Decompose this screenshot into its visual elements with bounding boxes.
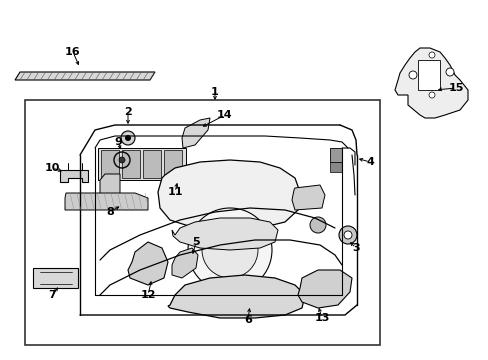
Circle shape xyxy=(121,131,135,145)
Polygon shape xyxy=(128,242,168,285)
Text: 4: 4 xyxy=(366,157,373,167)
Text: 9: 9 xyxy=(114,137,122,147)
Circle shape xyxy=(125,135,131,141)
Text: 3: 3 xyxy=(351,243,359,253)
Text: 1: 1 xyxy=(211,87,219,97)
Polygon shape xyxy=(291,185,325,210)
Bar xyxy=(25,100,379,345)
Polygon shape xyxy=(163,150,182,178)
Circle shape xyxy=(343,231,351,239)
Polygon shape xyxy=(172,218,278,250)
Polygon shape xyxy=(142,150,161,178)
Text: 2: 2 xyxy=(124,107,132,117)
Text: 15: 15 xyxy=(447,83,463,93)
Text: 8: 8 xyxy=(106,207,114,217)
Polygon shape xyxy=(417,60,439,90)
Polygon shape xyxy=(101,150,119,178)
Circle shape xyxy=(119,157,125,163)
Circle shape xyxy=(187,208,271,292)
Text: 13: 13 xyxy=(314,313,329,323)
Polygon shape xyxy=(100,174,120,200)
Text: 7: 7 xyxy=(48,290,56,300)
Polygon shape xyxy=(394,48,467,118)
Circle shape xyxy=(309,217,325,233)
Polygon shape xyxy=(168,275,305,318)
Polygon shape xyxy=(122,150,140,178)
Circle shape xyxy=(202,222,258,278)
Circle shape xyxy=(408,71,416,79)
Polygon shape xyxy=(98,148,185,180)
Polygon shape xyxy=(182,118,209,148)
Polygon shape xyxy=(172,248,198,278)
Circle shape xyxy=(428,92,434,98)
Polygon shape xyxy=(329,148,341,162)
Text: 6: 6 xyxy=(244,315,251,325)
Text: 14: 14 xyxy=(217,110,232,120)
Polygon shape xyxy=(60,170,88,182)
Polygon shape xyxy=(158,160,299,230)
Circle shape xyxy=(428,52,434,58)
Text: 10: 10 xyxy=(44,163,60,173)
Text: 11: 11 xyxy=(167,187,183,197)
Circle shape xyxy=(338,226,356,244)
Polygon shape xyxy=(329,162,341,172)
Text: 12: 12 xyxy=(140,290,156,300)
Text: 16: 16 xyxy=(65,47,81,57)
Polygon shape xyxy=(65,193,148,210)
Polygon shape xyxy=(297,270,351,308)
Circle shape xyxy=(445,68,453,76)
Polygon shape xyxy=(33,268,78,288)
Polygon shape xyxy=(15,72,155,80)
Text: 5: 5 xyxy=(192,237,200,247)
